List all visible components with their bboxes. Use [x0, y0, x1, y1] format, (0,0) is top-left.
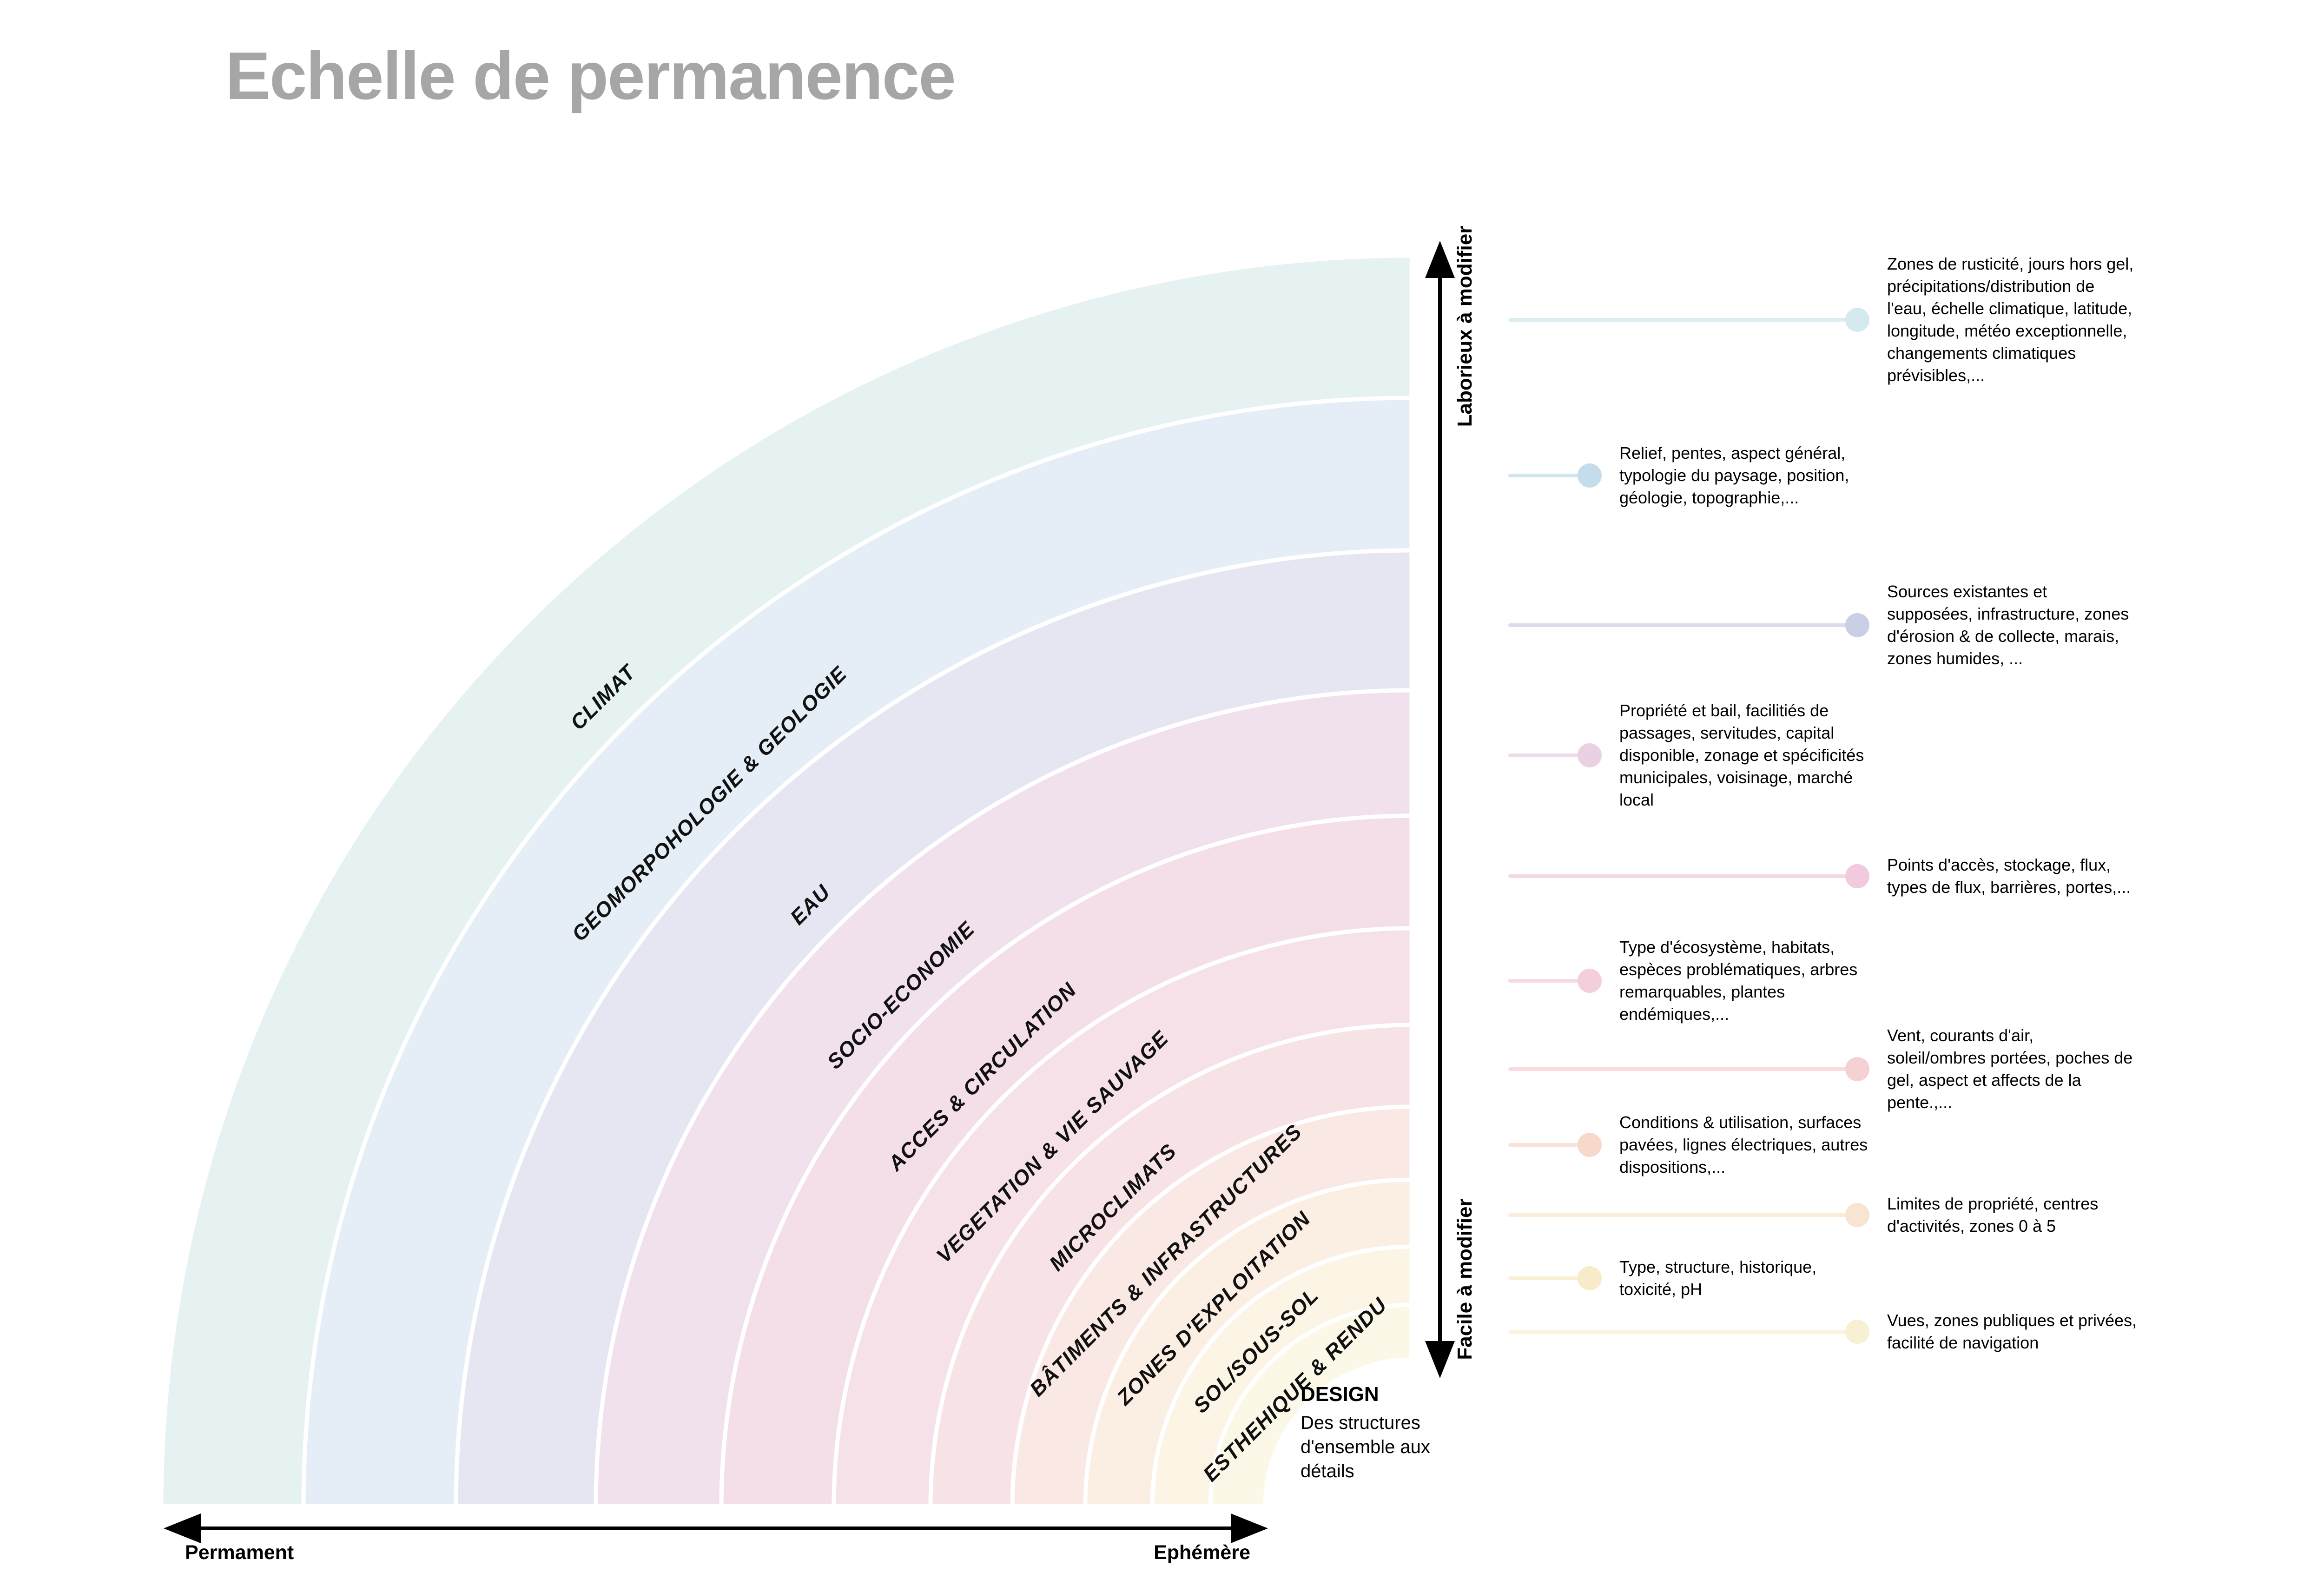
ring-esthehique-rendu: [1208, 1302, 1414, 1508]
annotation-text-zones-exploitation: Limites de propriété, centres d'activité…: [1887, 1194, 2099, 1236]
annotation-text-climat: Zones de rusticité, jours hors gel, préc…: [1887, 254, 2134, 385]
annotation-dot-eau: [1845, 613, 1869, 637]
annotation-line-batiments: [1508, 1143, 1590, 1147]
annotation-text-vegetation: Type d'écosystème, habitats, espèces pro…: [1619, 938, 1858, 1024]
annotation-line-acces-circulation: [1508, 874, 1857, 878]
annotation-text-eau: Sources existantes et supposées, infrast…: [1887, 582, 2129, 668]
annotation-line-eau: [1508, 623, 1857, 627]
vertical-axis-bottom-label: Facile à modifier: [1453, 1198, 1476, 1360]
annotation-line-climat: [1508, 318, 1857, 322]
annotation-text-esthehique-rendu: Vues, zones publiques et privées, facili…: [1887, 1311, 2137, 1352]
annotation-dot-zones-exploitation: [1845, 1203, 1869, 1227]
annotation-text-acces-circulation: Points d'accès, stockage, flux, types de…: [1887, 855, 2131, 897]
horizontal-axis-arrow-left-icon: [164, 1513, 201, 1543]
annotation-line-microclimats: [1508, 1067, 1857, 1071]
vertical-axis-arrow-up-icon: [1425, 241, 1455, 278]
vertical-axis-top-label: Laborieux à modifier: [1453, 225, 1476, 427]
annotation-dot-microclimats: [1845, 1057, 1869, 1081]
annotation-line-socio-economie: [1508, 753, 1590, 757]
annotation-text-sol-sous-sol: Type, structure, historique, toxicité, p…: [1619, 1257, 1817, 1299]
annotation-dot-climat: [1845, 308, 1869, 332]
design-block: DESIGN Des structures d'ensemble aux dét…: [1301, 1383, 1430, 1483]
annotation-dot-esthehique-rendu: [1845, 1320, 1869, 1344]
annotation-line-geomorphologie: [1508, 474, 1590, 477]
annotation-dot-geomorphologie: [1578, 463, 1602, 488]
horizontal-axis-left-label: Permament: [185, 1541, 294, 1564]
annotation-dot-sol-sous-sol: [1578, 1266, 1602, 1290]
annotation-line-esthehique-rendu: [1508, 1330, 1857, 1334]
design-heading: DESIGN: [1301, 1383, 1379, 1406]
annotation-text-socio-economie: Propriété et bail, facilitiés de passage…: [1619, 701, 1864, 809]
horizontal-axis-right-label: Ephémère: [1154, 1541, 1250, 1564]
horizontal-axis-arrow-right-icon: [1231, 1513, 1268, 1543]
annotation-dot-socio-economie: [1578, 743, 1602, 767]
annotation-line-vegetation: [1508, 979, 1590, 983]
annotation-line-zones-exploitation: [1508, 1213, 1857, 1217]
annotation-text-microclimats: Vent, courants d'air, soleil/ombres port…: [1887, 1026, 2133, 1112]
design-subtitle: Des structures d'ensemble aux détails: [1301, 1413, 1430, 1481]
annotation-line-sol-sous-sol: [1508, 1276, 1590, 1280]
page-title: Echelle de permanence: [225, 38, 956, 113]
annotation-text-geomorphologie: Relief, pentes, aspect général, typologi…: [1619, 443, 1849, 507]
annotation-text-batiments: Conditions & utilisation, surfaces pavée…: [1619, 1113, 1868, 1176]
vertical-axis-arrow-down-icon: [1425, 1341, 1455, 1378]
annotation-dot-vegetation: [1578, 969, 1602, 993]
annotation-dot-batiments: [1578, 1133, 1602, 1157]
annotation-dot-acces-circulation: [1845, 864, 1869, 888]
